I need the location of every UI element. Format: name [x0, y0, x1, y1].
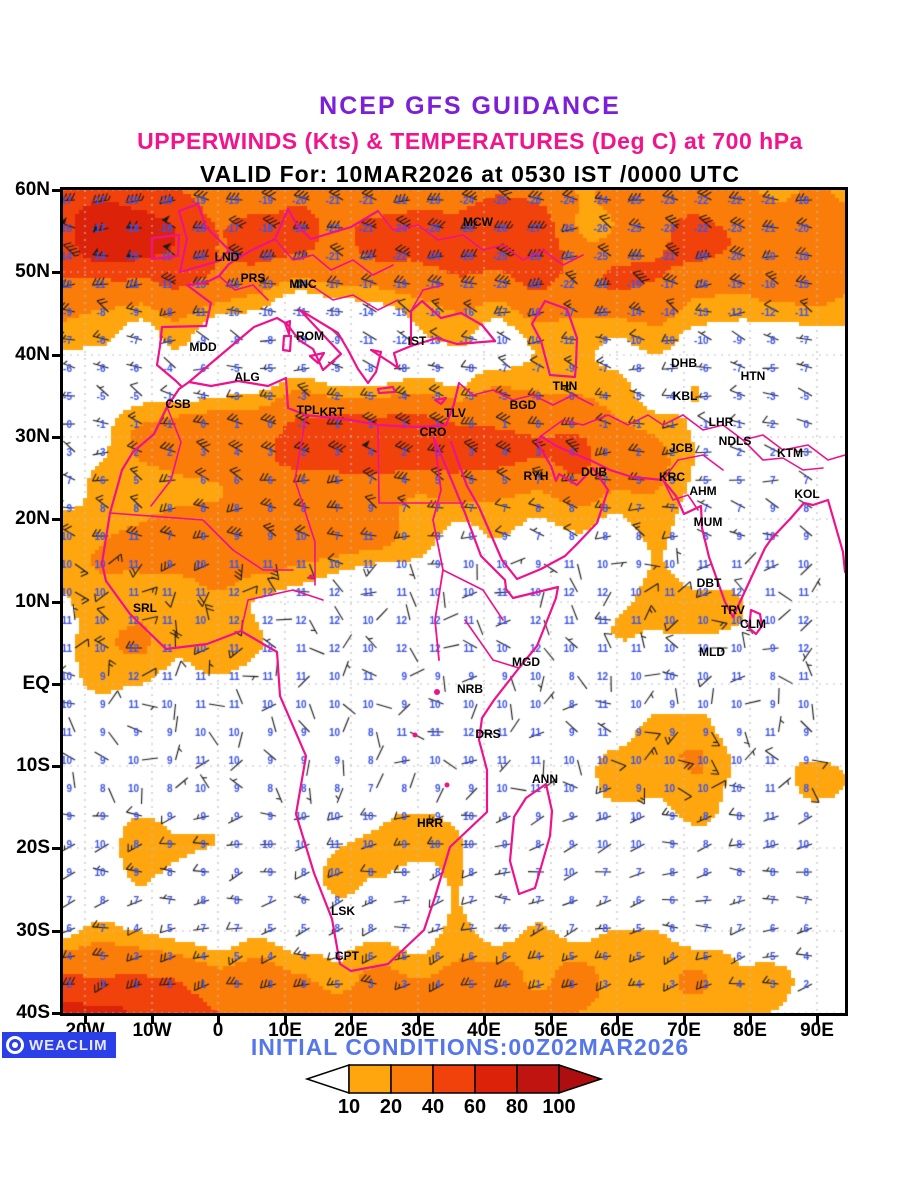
weaclim-logo-badge: WEACLIM	[2, 1032, 116, 1058]
coast-europe-atlantic	[155, 207, 380, 389]
coast-black-sea	[409, 299, 497, 348]
lat-tick-label: 10N	[15, 591, 50, 612]
lon-tick-label: 60E	[600, 1020, 634, 1041]
lon-tick	[616, 1016, 619, 1024]
colorbar-value: 40	[421, 1096, 445, 1118]
coast-madagascar	[508, 782, 554, 896]
lon-tick-label: 90E	[800, 1020, 834, 1041]
lon-tick	[84, 1016, 87, 1024]
lat-tick	[52, 601, 60, 604]
lon-tick-label: 10W	[132, 1020, 172, 1041]
lat-tick	[52, 847, 60, 850]
lon-tick-label: 10E	[268, 1020, 302, 1041]
lon-tick	[217, 1016, 220, 1024]
colorbar-value: 20	[379, 1096, 403, 1118]
lon-tick	[151, 1016, 154, 1024]
lat-tick-label: 40N	[15, 344, 50, 365]
lat-tick-label: 40S	[16, 1002, 50, 1023]
lat-tick-label: 20S	[16, 837, 50, 858]
lat-tick	[52, 436, 60, 439]
coast-africa-west	[100, 387, 560, 973]
lon-tick	[350, 1016, 353, 1024]
lat-tick	[52, 765, 60, 768]
lat-tick-label: 20N	[15, 508, 50, 529]
lat-tick	[52, 930, 60, 933]
page-subtitle: UPPERWINDS (Kts) & TEMPERATURES (Deg C) …	[137, 128, 803, 154]
lon-tick	[284, 1016, 287, 1024]
lon-tick	[816, 1016, 819, 1024]
lat-tick	[52, 683, 60, 686]
country-borders	[109, 210, 845, 669]
colorbar-value: 80	[505, 1096, 529, 1118]
initial-conditions-line: INITIAL CONDITIONS:00Z02MAR2026	[250, 1034, 690, 1060]
coast-mediterranean-north	[187, 308, 413, 385]
lat-tick	[52, 354, 60, 357]
coast-british-isles	[150, 202, 231, 274]
lat-tick-label: 30S	[16, 920, 50, 941]
lon-tick	[417, 1016, 420, 1024]
wind-speed-colorbar	[304, 1063, 603, 1095]
lon-tick-label: 0	[212, 1020, 224, 1041]
lon-tick-label: 20E	[334, 1020, 368, 1041]
coastline-overlay	[100, 202, 845, 973]
lakes	[308, 574, 450, 788]
coast-caspian-sea	[530, 299, 579, 379]
valid-time-line: VALID For: 10MAR2026 at 0530 IST /0000 U…	[199, 161, 741, 187]
coast-med-islands	[281, 319, 448, 406]
lat-tick	[52, 518, 60, 521]
lat-tick-label: EQ	[22, 673, 50, 694]
lat-tick-label: 50N	[15, 261, 50, 282]
lon-tick	[550, 1016, 553, 1024]
lat-tick-label: 30N	[15, 426, 50, 447]
lat-tick	[52, 271, 60, 274]
lon-tick	[683, 1016, 686, 1024]
lat-tick	[52, 189, 60, 192]
lon-tick-label: 30E	[401, 1020, 435, 1041]
weaclim-logo-icon	[6, 1036, 24, 1054]
lon-tick-label: 70E	[667, 1020, 701, 1041]
lon-tick	[749, 1016, 752, 1024]
colorbar-value: 60	[463, 1096, 487, 1118]
lat-tick-label: 10S	[16, 755, 50, 776]
coast-sri-lanka	[747, 608, 764, 636]
lat-tick	[52, 1012, 60, 1015]
lon-tick-label: 50E	[534, 1020, 568, 1041]
coast-arabia-india	[449, 434, 845, 619]
lon-tick-label: 80E	[733, 1020, 767, 1041]
map-plot-area: MCW LND PRS MNC ROM IST MDD ALG CSB TPL KRT TLV CRO B…	[60, 187, 848, 1016]
colorbar-value: 10	[337, 1096, 361, 1118]
weaclim-logo-text: WEACLIM	[29, 1036, 108, 1054]
lon-tick-label: 40E	[467, 1020, 501, 1041]
page-title: NCEP GFS GUIDANCE	[319, 92, 621, 120]
coast-africa-north	[177, 376, 461, 429]
colorbar-value: 100	[542, 1096, 576, 1118]
lat-tick-label: 60N	[15, 179, 50, 200]
lon-tick	[483, 1016, 486, 1024]
river-nile	[432, 437, 444, 661]
